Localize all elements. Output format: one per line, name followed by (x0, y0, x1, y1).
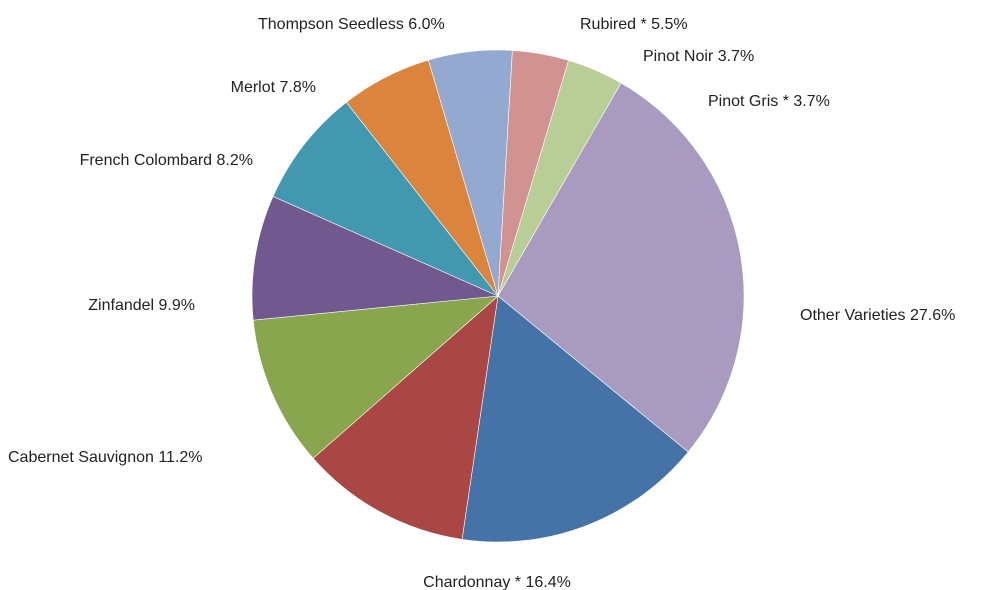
data-label-zinfandel: Zinfandel 9.9% (88, 297, 195, 314)
pie-slice-other-varieties (497, 82, 745, 453)
data-label-cabernet-sauvignon: Cabernet Sauvignon 11.2% (8, 449, 203, 466)
data-label-other-varieties: Other Varieties 27.6% (800, 307, 955, 324)
data-label-rubired: Rubired * 5.5% (580, 16, 688, 33)
data-label-merlot: Merlot 7.8% (231, 79, 316, 96)
data-label-pinot-gris: Pinot Gris * 3.7% (708, 93, 830, 110)
data-label-french-colombard: French Colombard 8.2% (80, 152, 253, 169)
pie-labels: Other Varieties 27.6% Chardonnay * 16.4% C… (8, 16, 955, 590)
data-label-chardonnay: Chardonnay * 16.4% (423, 574, 571, 590)
pie-slice-french-colombard (251, 196, 500, 321)
data-label-pinot-noir: Pinot Noir 3.7% (643, 48, 754, 65)
pie-slice-zinfandel (252, 295, 499, 459)
pie-slice-cabernet-sauvignon (312, 295, 499, 540)
pie-slices (251, 49, 745, 543)
pie-slice-pinot-gris (497, 59, 622, 297)
pie-slice-merlot (272, 101, 499, 297)
pie-slice-chardonnay (461, 295, 689, 543)
data-label-thompson-seedless: Thompson Seedless 6.0% (258, 16, 445, 33)
